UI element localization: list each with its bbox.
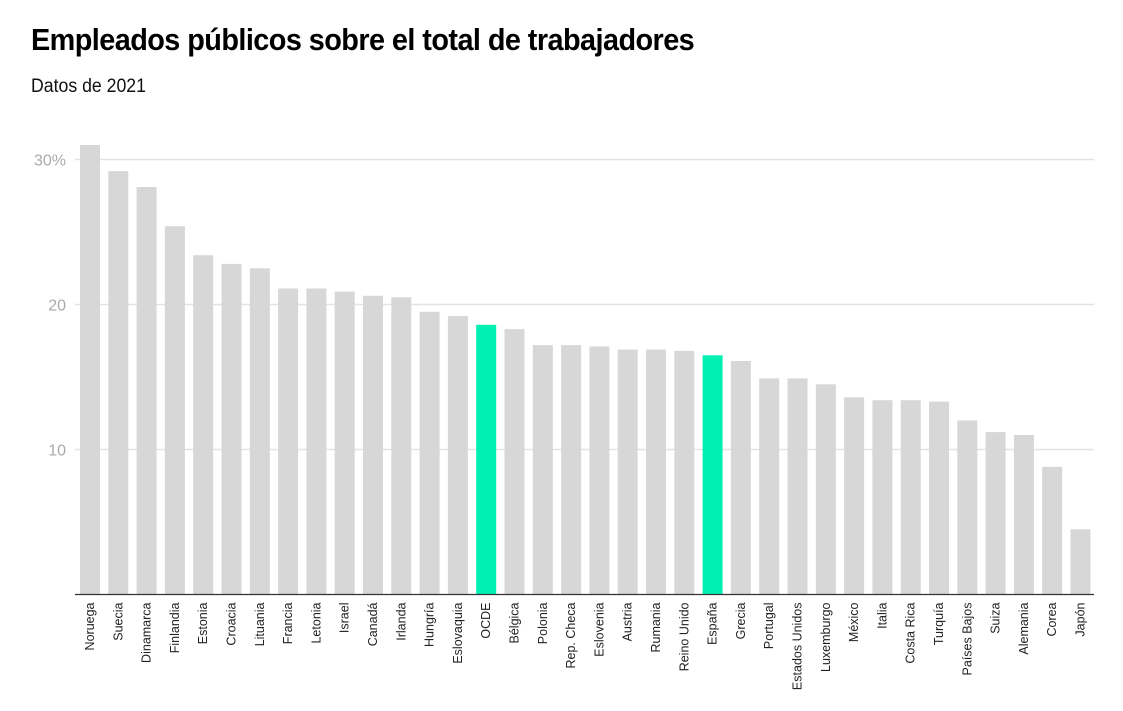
x-category-label: Estonia bbox=[196, 602, 210, 644]
bar-canadá bbox=[363, 295, 383, 595]
bar-costa-rica bbox=[900, 400, 921, 595]
bar-croacia bbox=[221, 263, 242, 595]
bar-luxemburgo bbox=[815, 384, 836, 595]
x-category-label: Grecia bbox=[734, 602, 748, 639]
bar-israel bbox=[334, 291, 355, 595]
bar-corea bbox=[1042, 466, 1063, 595]
x-category-label: Reino Unido bbox=[677, 602, 691, 671]
bar-estonia bbox=[193, 255, 214, 595]
x-category-label: Francia bbox=[281, 602, 295, 644]
y-tick-label: 20 bbox=[48, 298, 66, 315]
x-category-label: Croacia bbox=[225, 602, 239, 645]
bar-portugal bbox=[759, 378, 780, 595]
bar-noruega bbox=[80, 145, 100, 595]
y-tick-label: 30% bbox=[34, 153, 66, 170]
x-category-label: Suiza bbox=[989, 602, 1003, 633]
x-category-label: Japón bbox=[1074, 602, 1088, 636]
y-tick-label: 10 bbox=[48, 443, 66, 460]
x-category-label: Lituania bbox=[253, 602, 267, 646]
bar-suiza bbox=[985, 432, 1006, 595]
x-category-label: Suecia bbox=[111, 602, 125, 640]
x-category-label: Hungría bbox=[423, 602, 437, 647]
y-axis-ticks: 10 20 30% bbox=[34, 153, 66, 460]
x-category-label: Rep. Checa bbox=[564, 602, 578, 668]
chart-subtitle: Datos de 2021 bbox=[31, 76, 146, 97]
bar-méxico bbox=[844, 397, 865, 595]
bar-japón bbox=[1070, 529, 1091, 595]
x-category-label: Polonia bbox=[536, 602, 550, 644]
bar-lituania bbox=[249, 268, 270, 595]
bar-austria bbox=[617, 349, 638, 595]
x-category-label: Finlandia bbox=[168, 602, 182, 653]
bar-alemania bbox=[1013, 435, 1034, 595]
bar-grecia bbox=[730, 361, 751, 595]
bar-bélgica bbox=[504, 329, 525, 595]
x-category-label: Estados Unidos bbox=[791, 603, 805, 691]
bars bbox=[80, 145, 1091, 595]
x-axis-labels: Noruega Suecia Dinamarca Finlandia Estonia Cr… bbox=[83, 602, 1088, 690]
x-category-label: Noruega bbox=[83, 602, 97, 650]
x-category-label: Eslovaquia bbox=[451, 602, 465, 663]
x-category-label: Canadá bbox=[366, 602, 380, 646]
gridlines bbox=[75, 158, 1094, 451]
x-category-label: Italia bbox=[875, 602, 889, 628]
x-category-label: Luxemburgo bbox=[819, 602, 833, 672]
x-category-label: Turquía bbox=[932, 602, 946, 645]
x-category-label: Austria bbox=[621, 602, 635, 641]
x-category-label: México bbox=[847, 602, 861, 642]
x-category-label: OCDE bbox=[479, 603, 493, 639]
x-category-label: Costa Rica bbox=[904, 602, 918, 663]
bar-finlandia bbox=[164, 226, 185, 595]
x-category-label: Países Bajos bbox=[960, 603, 974, 676]
bar-eslovaquia bbox=[447, 316, 468, 595]
x-category-label: España bbox=[706, 602, 720, 644]
x-category-label: Letonia bbox=[309, 602, 323, 643]
bar-españa bbox=[702, 355, 723, 595]
x-category-label: Alemania bbox=[1017, 602, 1031, 654]
bar-eslovenia bbox=[589, 346, 610, 595]
bar-rumania bbox=[646, 349, 666, 595]
bar-hungría bbox=[419, 311, 440, 595]
x-category-label: Eslovenia bbox=[592, 602, 606, 656]
bar-países-bajos bbox=[957, 420, 978, 595]
x-category-label: Irlanda bbox=[394, 602, 408, 640]
bar-estados-unidos bbox=[787, 378, 808, 595]
bar-irlanda bbox=[391, 297, 412, 595]
bar-dinamarca bbox=[136, 187, 157, 595]
bar-suecia bbox=[108, 171, 129, 595]
x-category-label: Dinamarca bbox=[140, 602, 154, 662]
x-category-label: Bélgica bbox=[508, 602, 522, 643]
x-category-label: Portugal bbox=[762, 603, 776, 650]
bar-francia bbox=[278, 288, 299, 595]
bar-polonia bbox=[532, 345, 553, 595]
x-category-label: Rumania bbox=[649, 602, 663, 652]
bar-turquía bbox=[929, 401, 949, 595]
bar-reino-unido bbox=[674, 350, 695, 595]
chart-title: Empleados públicos sobre el total de tra… bbox=[31, 22, 695, 57]
x-category-label: Corea bbox=[1045, 602, 1059, 636]
bar-letonia bbox=[306, 288, 327, 595]
bar-ocde bbox=[476, 324, 497, 595]
bar-rep-checa bbox=[561, 345, 582, 595]
bar-italia bbox=[872, 400, 893, 595]
x-category-label: Israel bbox=[338, 603, 352, 634]
